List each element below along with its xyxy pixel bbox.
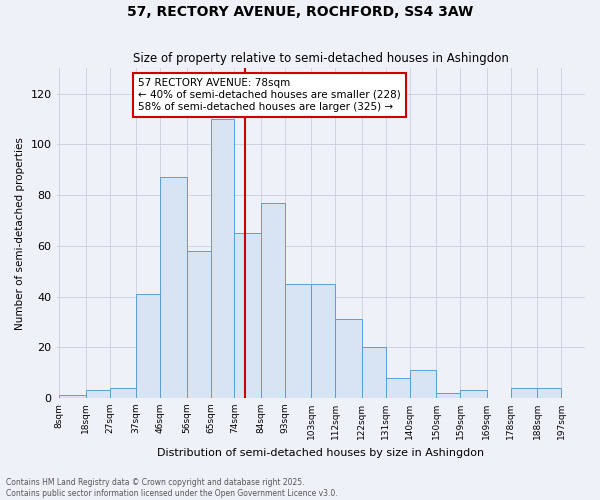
- Bar: [386, 378, 410, 398]
- Bar: [211, 119, 235, 398]
- Bar: [460, 390, 487, 398]
- Bar: [86, 390, 110, 398]
- Bar: [410, 370, 436, 398]
- Bar: [362, 347, 386, 398]
- Text: 57 RECTORY AVENUE: 78sqm
← 40% of semi-detached houses are smaller (228)
58% of : 57 RECTORY AVENUE: 78sqm ← 40% of semi-d…: [139, 78, 401, 112]
- Bar: [110, 388, 136, 398]
- Bar: [285, 284, 311, 398]
- Bar: [537, 388, 561, 398]
- X-axis label: Distribution of semi-detached houses by size in Ashingdon: Distribution of semi-detached houses by …: [157, 448, 484, 458]
- Y-axis label: Number of semi-detached properties: Number of semi-detached properties: [15, 136, 25, 330]
- Title: Size of property relative to semi-detached houses in Ashingdon: Size of property relative to semi-detach…: [133, 52, 509, 64]
- Bar: [187, 251, 211, 398]
- Bar: [436, 393, 460, 398]
- Bar: [136, 294, 160, 398]
- Bar: [160, 178, 187, 398]
- Text: Contains HM Land Registry data © Crown copyright and database right 2025.
Contai: Contains HM Land Registry data © Crown c…: [6, 478, 338, 498]
- Bar: [261, 203, 285, 398]
- Bar: [311, 284, 335, 398]
- Bar: [235, 233, 261, 398]
- Bar: [335, 320, 362, 398]
- Bar: [59, 396, 86, 398]
- Text: 57, RECTORY AVENUE, ROCHFORD, SS4 3AW: 57, RECTORY AVENUE, ROCHFORD, SS4 3AW: [127, 5, 473, 19]
- Bar: [511, 388, 537, 398]
